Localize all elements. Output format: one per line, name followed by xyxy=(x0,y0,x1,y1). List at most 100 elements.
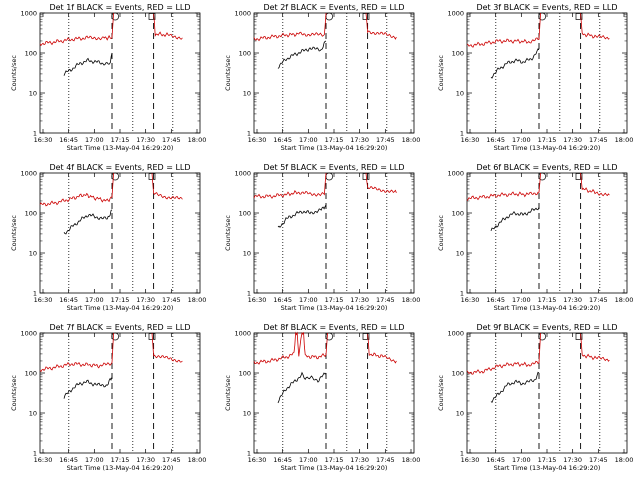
x-axis-label: Start Time (13-May-04 16:29:20) xyxy=(281,144,388,152)
x-axis-label: Start Time (13-May-04 16:29:20) xyxy=(67,144,174,152)
lld-series-line xyxy=(580,172,610,197)
x-tick-label: 16:30 xyxy=(248,296,267,304)
x-tick-label: 17:15 xyxy=(325,296,344,304)
x-tick-label: 16:45 xyxy=(273,296,292,304)
plot-frame xyxy=(253,332,415,454)
y-tick-label: 1 xyxy=(460,450,464,458)
plot-panel-3: Det 3f BLACK = Events, RED = LLD 1 10 100 10… xyxy=(437,3,633,152)
x-tick-label: 17:45 xyxy=(376,136,395,144)
plot-frame xyxy=(466,172,628,294)
y-tick-label: 1 xyxy=(247,130,251,138)
plot-panel-6: Det 6f BLACK = Events, RED = LLD 1 10 100 10… xyxy=(437,163,633,312)
lld-series-line xyxy=(580,333,610,362)
x-tick-label: 18:00 xyxy=(402,296,421,304)
square-marker xyxy=(575,13,583,20)
plot-title: Det 6f BLACK = Events, RED = LLD xyxy=(476,163,617,172)
x-tick-label: 17:45 xyxy=(376,456,395,464)
x-tick-label: 18:00 xyxy=(188,456,207,464)
x-tick-label: 16:45 xyxy=(273,136,292,144)
x-axis-label: Start Time (13-May-04 16:29:20) xyxy=(67,304,174,312)
lld-series-line xyxy=(253,12,327,42)
x-tick-label: 17:30 xyxy=(563,296,582,304)
y-tick-label: 1000 xyxy=(20,10,37,18)
x-tick-label: 17:45 xyxy=(589,456,608,464)
events-series-line xyxy=(490,371,540,403)
x-tick-label: 16:30 xyxy=(34,456,53,464)
x-tick-label: 18:00 xyxy=(615,136,634,144)
square-marker xyxy=(148,13,156,20)
x-tick-label: 16:45 xyxy=(486,136,505,144)
x-tick-label: 17:00 xyxy=(299,136,318,144)
x-tick-label: 18:00 xyxy=(402,136,421,144)
y-tick-label: 100 xyxy=(452,50,464,58)
y-axis-label: Counts/sec xyxy=(437,55,445,91)
plot-frame xyxy=(466,332,628,454)
x-tick-label: 16:30 xyxy=(461,456,480,464)
lld-series-line xyxy=(466,172,541,201)
x-tick-label: 16:45 xyxy=(273,456,292,464)
plot-frame xyxy=(39,332,201,454)
plot-title: Det 9f BLACK = Events, RED = LLD xyxy=(476,323,617,332)
circle-marker xyxy=(325,332,334,341)
y-tick-label: 10 xyxy=(29,90,37,98)
x-tick-label: 17:00 xyxy=(85,456,104,464)
lld-series-line xyxy=(466,12,541,48)
y-tick-label: 1 xyxy=(247,290,251,298)
x-tick-label: 17:00 xyxy=(85,136,104,144)
x-tick-label: 16:30 xyxy=(461,136,480,144)
y-tick-label: 1000 xyxy=(447,330,464,338)
x-tick-label: 17:30 xyxy=(350,296,369,304)
x-tick-label: 16:30 xyxy=(461,296,480,304)
square-marker xyxy=(575,173,583,180)
x-tick-label: 17:15 xyxy=(538,296,557,304)
circle-marker xyxy=(111,172,120,181)
events-series-line xyxy=(490,48,540,79)
y-axis-label: Counts/sec xyxy=(10,375,18,411)
x-tick-label: 17:30 xyxy=(350,136,369,144)
plot-panel-5: Det 5f BLACK = Events, RED = LLD 1 10 100 10… xyxy=(224,163,420,312)
lld-series-line xyxy=(151,173,183,200)
plot-frame xyxy=(253,12,415,134)
events-series-line xyxy=(490,207,540,232)
x-axis-label: Start Time (13-May-04 16:29:20) xyxy=(494,464,601,472)
y-tick-label: 10 xyxy=(243,410,251,418)
lld-series-line xyxy=(253,172,327,199)
circle-marker xyxy=(325,12,334,21)
events-series-line xyxy=(277,40,327,69)
x-tick-label: 16:45 xyxy=(486,456,505,464)
x-axis-label: Start Time (13-May-04 16:29:20) xyxy=(281,304,388,312)
lld-series-line xyxy=(367,334,397,364)
y-tick-label: 1000 xyxy=(20,330,37,338)
plot-panel-4: Det 4f BLACK = Events, RED = LLD 1 10 100 10… xyxy=(10,163,206,312)
plot-frame xyxy=(39,12,201,134)
x-axis-label: Start Time (13-May-04 16:29:20) xyxy=(494,144,601,152)
y-tick-label: 100 xyxy=(452,370,464,378)
lld-series-line xyxy=(39,332,114,373)
plot-title: Det 8f BLACK = Events, RED = LLD xyxy=(263,323,404,332)
x-tick-label: 17:30 xyxy=(563,136,582,144)
square-marker xyxy=(362,333,370,340)
y-tick-label: 100 xyxy=(239,210,251,218)
plot-title: Det 7f BLACK = Events, RED = LLD xyxy=(49,323,190,332)
lld-series-line xyxy=(39,172,114,207)
x-tick-label: 17:00 xyxy=(299,456,318,464)
circle-marker xyxy=(325,172,334,181)
y-tick-label: 10 xyxy=(456,410,464,418)
y-tick-label: 1000 xyxy=(447,10,464,18)
x-tick-label: 17:15 xyxy=(111,296,130,304)
y-axis-label: Counts/sec xyxy=(224,375,232,411)
y-tick-label: 10 xyxy=(243,90,251,98)
lld-series-line xyxy=(365,172,397,193)
x-tick-label: 18:00 xyxy=(188,296,207,304)
y-tick-label: 1000 xyxy=(20,170,37,178)
x-tick-label: 17:00 xyxy=(85,296,104,304)
x-axis-label: Start Time (13-May-04 16:29:20) xyxy=(494,304,601,312)
circle-marker xyxy=(538,12,547,21)
x-tick-label: 18:00 xyxy=(615,296,634,304)
events-series-line xyxy=(63,209,113,235)
y-axis-label: Counts/sec xyxy=(437,375,445,411)
y-tick-label: 100 xyxy=(239,370,251,378)
plot-frame xyxy=(39,172,201,294)
y-tick-label: 10 xyxy=(456,90,464,98)
